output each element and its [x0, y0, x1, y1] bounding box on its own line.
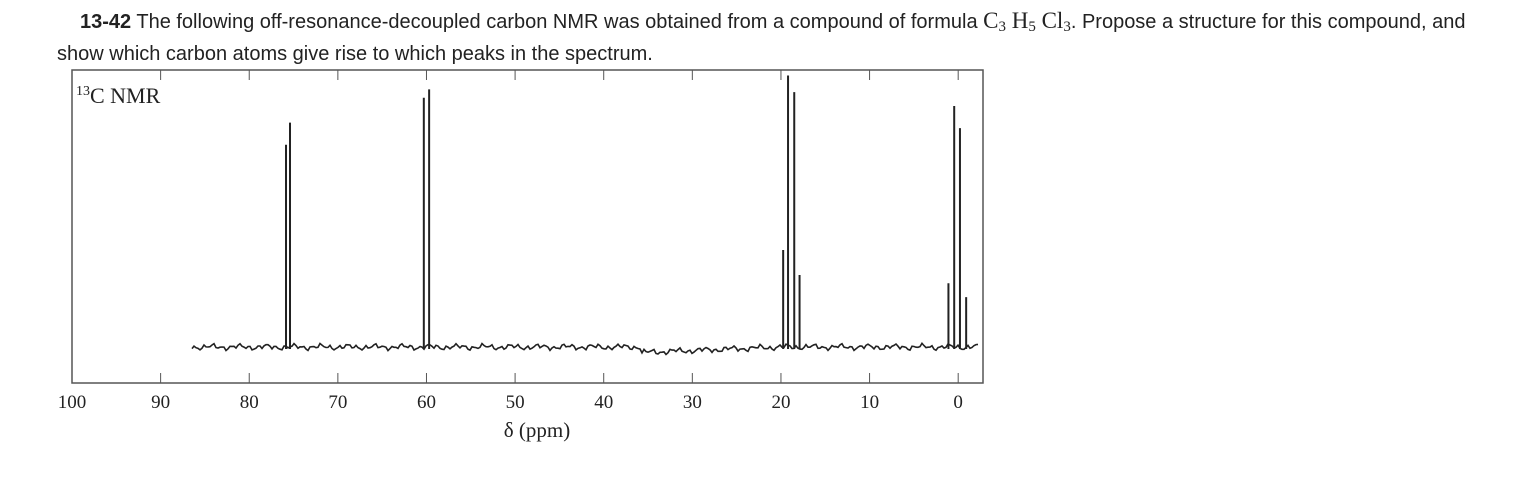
element-count: 5	[1028, 19, 1036, 35]
x-tick-label: 80	[240, 392, 259, 413]
x-axis-label: δ (ppm)	[504, 418, 570, 442]
question-number: 13-42	[80, 11, 132, 33]
element: C	[983, 8, 999, 33]
plot-frame	[71, 69, 984, 384]
x-tick-label: 10	[860, 392, 879, 413]
x-tick-label: 20	[771, 392, 790, 413]
label-text: C NMR	[90, 83, 161, 108]
formula: C3 H5 Cl3	[983, 8, 1071, 35]
x-tick-label: 40	[594, 392, 613, 413]
x-tick-label: 50	[506, 392, 525, 413]
question-text: . Propose a structure for this compound,…	[57, 11, 1466, 65]
x-tick-label: 70	[328, 392, 347, 413]
label-sup: 13	[76, 84, 90, 99]
question: 13-42 The following off-resonance-decoup…	[57, 5, 1497, 70]
baseline-noise	[191, 341, 979, 356]
x-tick-label: 0	[953, 392, 963, 413]
x-tick-label: 30	[683, 392, 702, 413]
element: Cl	[1041, 8, 1064, 33]
x-tick-label: 60	[417, 392, 436, 413]
question-text: The following off-resonance-decoupled ca…	[136, 11, 978, 33]
element: H	[1011, 8, 1029, 33]
spectrum-label: 13C NMR	[76, 83, 161, 108]
element-count: 3	[998, 19, 1006, 35]
x-tick-label: 100	[58, 392, 87, 413]
element-count: 3	[1063, 19, 1071, 35]
x-tick-label: 90	[151, 392, 170, 413]
